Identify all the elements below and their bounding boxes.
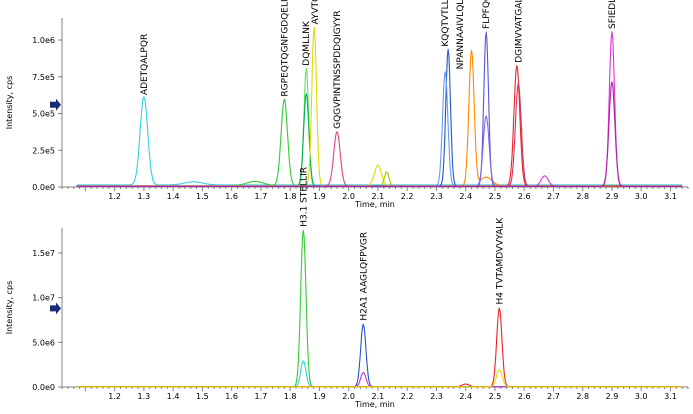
chromatogram-trace [76, 31, 683, 187]
chromatogram-trace [76, 115, 683, 188]
y-tick-label: 5.0e6 [32, 338, 55, 347]
x-axis-title: Time, min [354, 400, 395, 409]
y-tick-label: 1.0e7 [32, 294, 55, 303]
x-tick-label: 2.5 [489, 192, 502, 201]
peak-label: DQMLLNK [302, 20, 312, 66]
x-tick-label: 2.4 [459, 392, 472, 401]
peak-label: H2A1 AAGLQFPVGR [359, 232, 369, 321]
x-tick-label: 1.7 [255, 392, 268, 401]
x-tick-label: 2.8 [576, 392, 589, 401]
x-tick-label: 2.8 [576, 192, 589, 201]
chromatogram-trace [76, 49, 683, 187]
x-tick-label: 2.0 [342, 392, 355, 401]
chromatogram-trace [76, 131, 683, 187]
x-tick-label: 2.7 [547, 192, 560, 201]
peak-label: AYVTQAFGR [311, 0, 321, 25]
peak-label: DGIMVVATGALNTPK [514, 0, 524, 63]
chromatogram-trace [76, 93, 683, 187]
chromatogram-trace [76, 229, 683, 388]
x-tick-label: 1.3 [138, 192, 151, 201]
x-tick-label: 3.0 [635, 192, 648, 201]
peak-label: RGPEQTQGNFGDQELIR [280, 0, 290, 97]
x-tick-label: 2.7 [547, 392, 560, 401]
y-tick-label: 5.0e5 [32, 110, 55, 119]
x-tick-label: 2.9 [606, 392, 619, 401]
peak-label: KQQTVTLLPAADLDDFSK [441, 0, 451, 47]
chart-panel-1: 1.2 1.3 1.4 1.5 1.6 1.7 1.8 1.9 2.0 2.1 2.2 2.3 2.4 2… [5, 0, 689, 209]
peak-label: FLPFQQFGR [482, 0, 492, 29]
chart-panel-2: 1.2 1.3 1.4 1.5 1.6 1.7 1.8 1.9 2.0 2.1 2.2 2.3 2.4 2… [5, 167, 689, 409]
chromatogram-trace [76, 31, 683, 187]
y-tick-label: 7.5e5 [32, 73, 55, 82]
chromatogram-trace [76, 323, 683, 388]
peak-label: H4 TVTAMDVVYALK [495, 217, 505, 305]
chromatogram-trace [76, 307, 683, 388]
peak-label: SFIEDLLFNK [608, 0, 618, 29]
chromatogram-trace [76, 369, 683, 388]
x-tick-label: 1.5 [196, 392, 209, 401]
x-tick-label: 2.1 [372, 392, 385, 401]
x-tick-label: 2.9 [606, 192, 619, 201]
chromatogram-trace [76, 26, 683, 187]
x-tick-label: 2.2 [401, 392, 414, 401]
peak-label: GQGVPINTNSSPDDQIGYYR [333, 10, 343, 128]
x-tick-label: 1.4 [167, 192, 180, 201]
y-marker-arrow-icon[interactable] [50, 302, 61, 315]
x-tick-label: 2.2 [401, 192, 414, 201]
x-tick-label: 2.0 [342, 192, 355, 201]
chromatogram-trace [76, 82, 683, 187]
x-tick-label: 1.5 [196, 192, 209, 201]
y-marker-arrow-icon[interactable] [50, 98, 61, 111]
x-tick-label: 3.1 [664, 192, 677, 201]
y-axis-title: Intensity, cps [5, 281, 14, 335]
chromatogram-trace [76, 81, 683, 187]
x-tick-label: 1.2 [108, 392, 121, 401]
x-tick-label: 1.8 [284, 392, 297, 401]
x-tick-label: 1.6 [225, 392, 238, 401]
x-tick-label: 2.3 [430, 392, 443, 401]
y-tick-label: 1.0e6 [32, 36, 55, 45]
x-tick-label: 1.6 [225, 192, 238, 201]
peak-label: H3.1 STELLIR [299, 167, 309, 227]
x-tick-label: 1.7 [255, 192, 268, 201]
x-tick-label: 2.4 [459, 192, 472, 201]
chromatogram-trace [76, 71, 683, 187]
y-tick-label: 1.5e7 [32, 249, 55, 258]
y-tick-label: 0.0e0 [32, 383, 55, 392]
y-tick-label: 2.5e5 [32, 146, 55, 155]
x-tick-label: 2.5 [489, 392, 502, 401]
x-tick-label: 1.3 [138, 392, 151, 401]
x-tick-label: 1.9 [313, 392, 326, 401]
x-tick-label: 1.8 [284, 192, 297, 201]
chromatogram-trace [76, 98, 683, 187]
x-tick-label: 2.1 [372, 192, 385, 201]
x-tick-label: 3.0 [635, 392, 648, 401]
x-tick-label: 1.2 [108, 192, 121, 201]
x-axis-title: Time, min [354, 200, 395, 209]
x-tick-label: 1.9 [313, 192, 326, 201]
chromatogram-trace [76, 360, 683, 388]
chromatogram-trace [76, 48, 683, 187]
x-tick-label: 1.4 [167, 392, 180, 401]
y-tick-label: 0.0e0 [32, 183, 55, 192]
x-tick-label: 2.6 [518, 192, 531, 201]
x-tick-label: 2.3 [430, 192, 443, 201]
peak-label: NPANNAAIVLQLPQGTTLPK [456, 0, 466, 69]
x-tick-label: 2.6 [518, 392, 531, 401]
chromatogram-trace [76, 371, 683, 388]
chromatogram-trace [76, 68, 683, 187]
chromatogram-trace [76, 96, 683, 186]
y-axis-title: Intensity, cps [5, 76, 14, 130]
x-tick-label: 3.1 [664, 392, 677, 401]
peak-label: ADETQALPQR [140, 34, 150, 95]
